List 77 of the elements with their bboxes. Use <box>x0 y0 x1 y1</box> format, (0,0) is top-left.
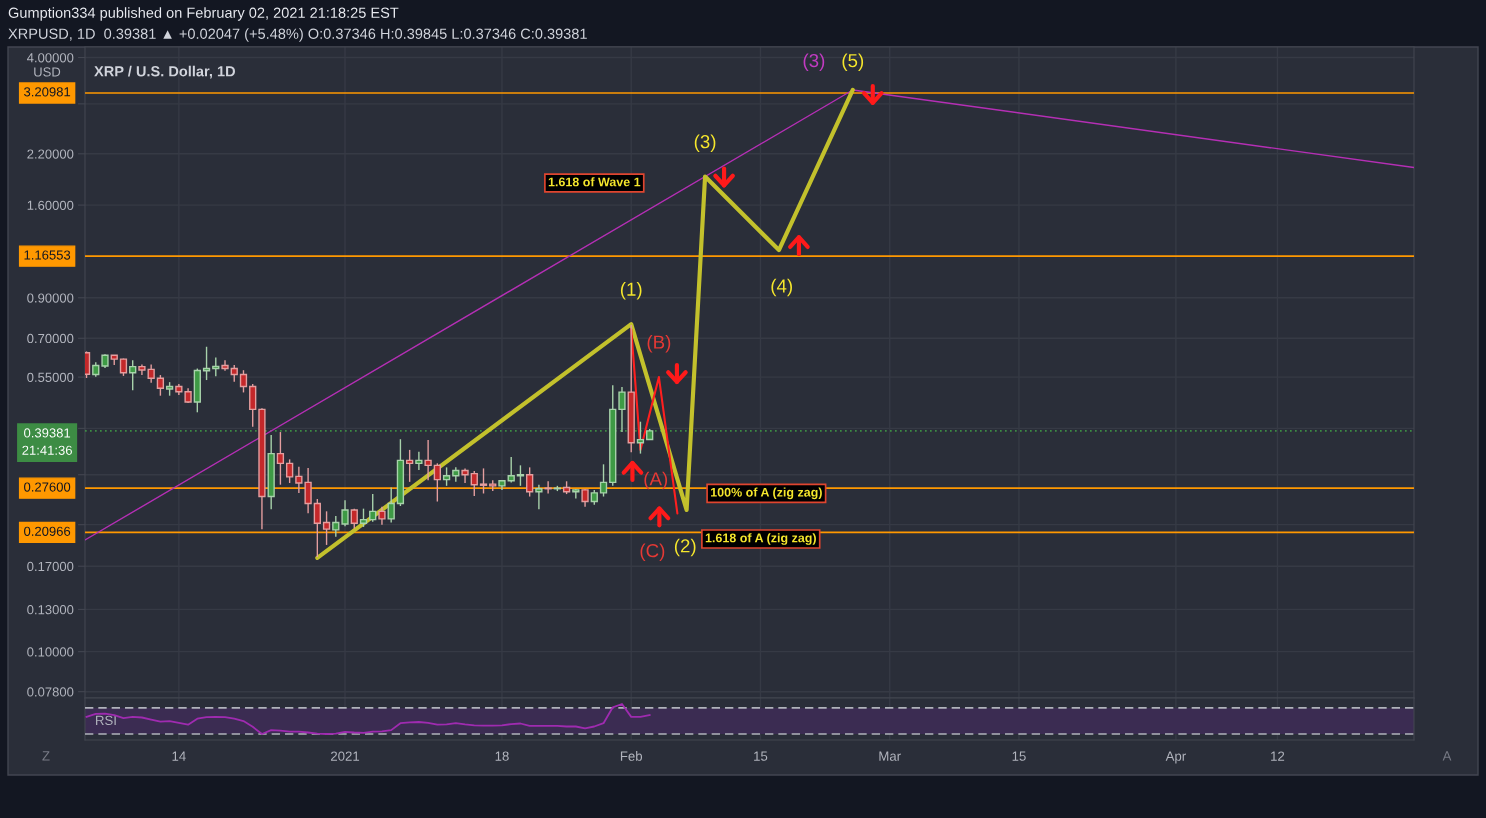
y-tick-label: 4.00000 <box>27 53 74 63</box>
candlestick <box>221 359 229 372</box>
candlestick <box>129 359 137 391</box>
annotation: (1) <box>620 282 642 300</box>
candlestick <box>341 499 349 527</box>
x-tick-label: Mar <box>879 751 901 761</box>
candlestick <box>424 439 432 481</box>
x-tick-label: 15 <box>1012 751 1026 761</box>
text: XRP / U.S. Dollar, 1D <box>94 65 235 79</box>
y-tick-label: 0.70000 <box>27 333 74 344</box>
x-tick-label: 2021 <box>331 751 360 761</box>
ref-line-label: 1.16553 <box>24 250 71 260</box>
ref-line-label: 0.20966 <box>24 526 71 536</box>
candlestick <box>387 486 395 524</box>
candlestick <box>479 467 488 495</box>
annotation: (A) <box>644 471 668 490</box>
candlestick <box>276 431 285 486</box>
candlestick <box>85 350 91 379</box>
annotation: (B) <box>647 335 671 353</box>
y-axis-title: USD <box>34 67 61 77</box>
candlestick <box>359 507 368 528</box>
candlestick <box>636 420 645 455</box>
annotation: (5) <box>842 53 864 71</box>
candlestick <box>239 369 248 394</box>
x-tick-label: Apr <box>1165 751 1186 764</box>
candlestick <box>507 456 515 484</box>
candlestick <box>470 470 478 497</box>
line-series <box>630 328 679 515</box>
ref-line-label: 0.27600 <box>24 482 71 492</box>
x-tick-label: Feb <box>620 751 643 761</box>
x-tick-label: 18 <box>495 751 509 761</box>
candlestick <box>313 498 321 558</box>
annotation: (3) <box>694 134 716 152</box>
ref-line-label: 0.39381 21:41:36 <box>22 428 72 455</box>
annotation: 1.618 of Wave 1 <box>548 177 641 187</box>
ref-line-label: 3.20981 <box>24 87 71 97</box>
candlestick <box>461 467 469 484</box>
candlestick <box>535 483 543 511</box>
candlestick <box>406 449 414 483</box>
candlestick <box>618 386 626 433</box>
x-tick-label: 12 <box>1271 751 1285 761</box>
candlestick <box>415 451 423 471</box>
text: Z <box>42 751 50 761</box>
annotation: (4) <box>771 278 792 297</box>
y-tick-label: 0.55000 <box>27 372 74 382</box>
annotation: (3) <box>803 53 825 71</box>
y-tick-label: 1.60000 <box>27 200 74 210</box>
candlestick <box>332 515 340 538</box>
annotation: (2) <box>674 538 696 557</box>
y-tick-label: 0.13000 <box>27 605 74 615</box>
y-tick-label: 2.20000 <box>27 149 74 159</box>
annotation: 100% of A (zig zag) <box>711 487 822 500</box>
candlestick <box>322 510 331 546</box>
candlestick <box>156 374 165 397</box>
candlestick <box>572 488 580 500</box>
candlestick <box>249 383 257 428</box>
text: RSI <box>96 715 116 726</box>
text: Gumption334 published on February 02, 2021 21:18:25 EST <box>8 7 399 21</box>
candlestick <box>433 462 441 503</box>
candlestick <box>526 466 534 498</box>
x-tick-label: 15 <box>754 751 768 761</box>
text: A <box>1442 751 1452 761</box>
candlestick <box>442 466 451 487</box>
y-tick-label: 0.90000 <box>27 293 74 303</box>
candlestick <box>147 363 155 384</box>
candlestick <box>285 458 294 484</box>
candlestick <box>599 463 608 498</box>
text: XRPUSD, 1D 0.39381 ▲ +0.02047 (+5.48%) O:0.37346 H:0.39845 L:0.37346 C:0.39381 <box>8 28 587 42</box>
candlestick <box>544 480 552 495</box>
y-tick-label: 0.07800 <box>27 687 74 697</box>
x-tick-label: 14 <box>172 751 186 761</box>
y-tick-label: 0.17000 <box>27 561 74 572</box>
line-series <box>315 87 855 560</box>
candlestick <box>369 493 377 523</box>
y-tick-label: 0.10000 <box>27 647 74 657</box>
annotation: 1.618 of A (zig zag) <box>705 533 816 545</box>
annotation: (C) <box>640 543 665 561</box>
